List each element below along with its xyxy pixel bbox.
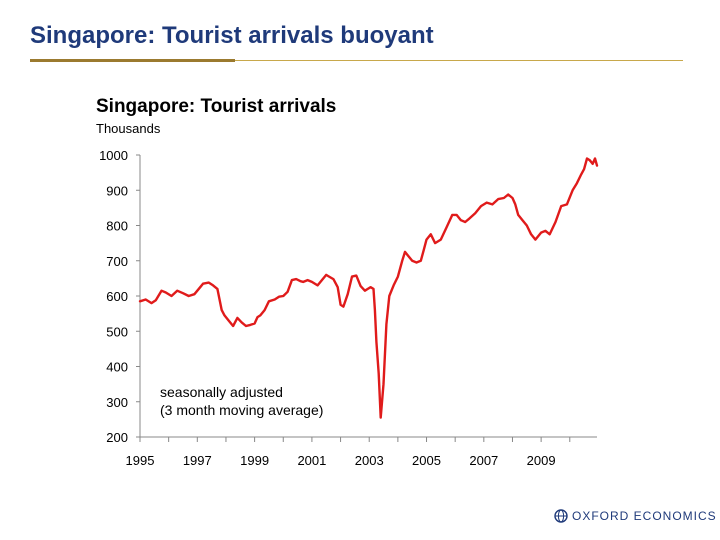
y-tick-label: 200 (106, 430, 128, 445)
x-tick-label: 2005 (412, 453, 441, 468)
globe-icon (554, 509, 568, 523)
slide-title: Singapore: Tourist arrivals buoyant (30, 22, 434, 49)
y-tick-label: 300 (106, 395, 128, 410)
chart-series-layer (138, 157, 599, 419)
x-tick-label: 1997 (183, 453, 212, 468)
x-tick-label: 1999 (240, 453, 269, 468)
y-tick-label: 600 (106, 289, 128, 304)
y-tick-label: 700 (106, 254, 128, 269)
title-underline-rule (235, 60, 683, 61)
chart-annotation-line-2: (3 month moving average) (160, 402, 323, 418)
series-line-tourist-arrivals (138, 157, 599, 419)
x-tick-label: 2009 (527, 453, 556, 468)
y-tick-label: 800 (106, 219, 128, 234)
title-underline-accent (30, 59, 235, 62)
y-tick-label: 1000 (99, 148, 128, 163)
chart-ticks: 200 300 400 500 600 700 800 900 1000 1995 1997 1999… (99, 148, 571, 468)
x-tick-label: 2001 (297, 453, 326, 468)
y-tick-label: 500 (106, 324, 128, 339)
chart-title: Singapore: Tourist arrivals (96, 96, 336, 117)
logo-text: OXFORD ECONOMICS (572, 509, 717, 523)
x-tick-label: 1995 (126, 453, 155, 468)
y-axis-unit-label: Thousands (96, 121, 161, 136)
y-tick-label: 900 (106, 183, 128, 198)
oxford-economics-logo: OXFORD ECONOMICS (554, 506, 717, 526)
x-tick-label: 2003 (355, 453, 384, 468)
chart-annotation-line-1: seasonally adjusted (160, 384, 283, 400)
x-tick-label: 2007 (469, 453, 498, 468)
y-tick-label: 400 (106, 360, 128, 375)
